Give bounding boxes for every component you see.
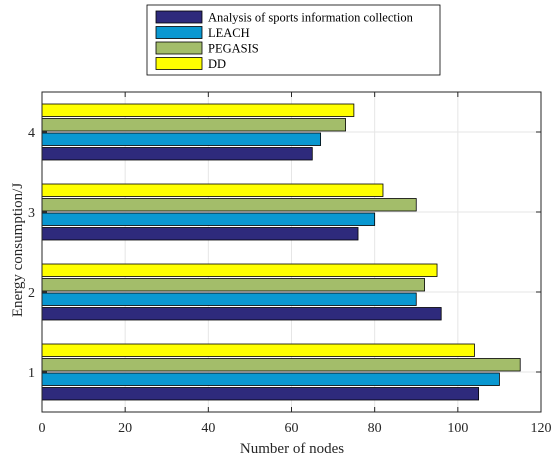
- legend-swatch: [155, 10, 203, 24]
- legend-swatch: [155, 57, 203, 70]
- legend-label: Analysis of sports information collectio…: [208, 11, 414, 25]
- x-tick-label: 60: [285, 421, 299, 436]
- bar: [41, 387, 480, 401]
- y-axis-label: Energy consumption/J: [10, 183, 26, 317]
- legend-label: PEGASIS: [208, 42, 259, 56]
- x-tick-label: 20: [118, 421, 132, 436]
- bar: [41, 263, 438, 277]
- bar: [41, 132, 322, 146]
- bar: [41, 103, 355, 117]
- x-axis-label: Number of nodes: [240, 441, 344, 457]
- bar: [41, 198, 417, 212]
- chart-legend: Analysis of sports information collectio…: [146, 4, 441, 76]
- bar: [41, 307, 442, 321]
- legend-label: LEACH: [208, 26, 250, 40]
- y-tick-label: 2: [28, 286, 35, 301]
- plot-area: 0 20 40 60 80 100 120 1 2 3 4: [28, 91, 551, 436]
- bar: [41, 147, 313, 161]
- bar: [41, 118, 346, 132]
- legend-swatch: [155, 41, 203, 55]
- bar: [41, 358, 521, 372]
- x-tick-label: 40: [201, 421, 215, 436]
- bar: [41, 227, 359, 241]
- x-tick-label: 0: [39, 421, 46, 436]
- bar: [41, 278, 425, 292]
- y-tick-label: 3: [28, 206, 35, 221]
- bar: [41, 343, 475, 357]
- legend-label: DD: [208, 57, 226, 71]
- x-tick-label: 100: [447, 421, 468, 436]
- bar: [41, 212, 376, 226]
- bar: [41, 183, 384, 197]
- bar: [41, 372, 500, 386]
- y-tick-label: 4: [28, 126, 35, 141]
- x-tick-label: 120: [531, 421, 551, 436]
- y-tick-label: 1: [28, 366, 35, 381]
- legend-swatch: [155, 26, 203, 39]
- x-tick-label: 80: [368, 421, 382, 436]
- bar: [41, 292, 417, 306]
